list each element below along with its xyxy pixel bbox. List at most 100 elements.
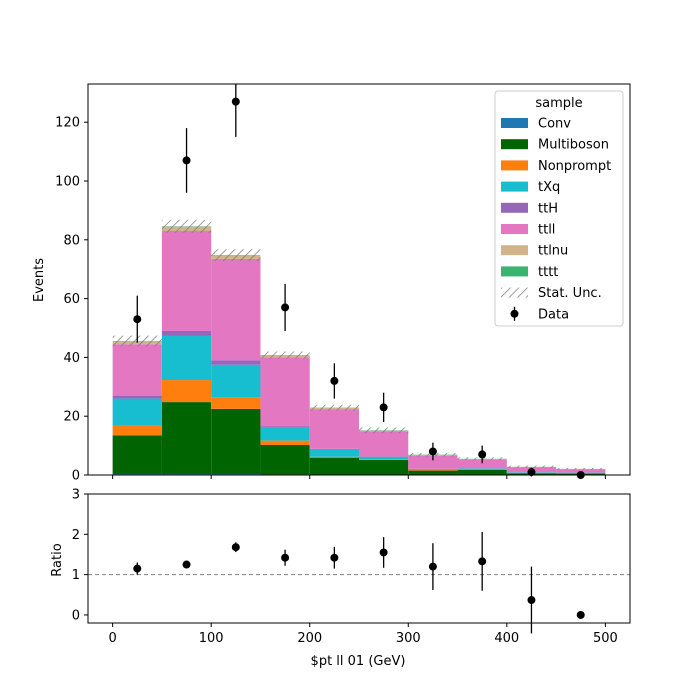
legend-swatch-multiboson [501, 139, 528, 150]
x-tick-label-400: 400 [494, 631, 519, 646]
main-y-tick-label-0: 0 [72, 469, 80, 484]
bar-ttll-bin-0 [112, 344, 162, 396]
legend-swatch-ttlnu [501, 245, 528, 256]
legend-swatch-nonprompt [501, 160, 528, 171]
data-points [133, 84, 585, 479]
legend-swatch-conv [501, 118, 528, 128]
main-y-tick-label-40: 40 [63, 351, 80, 366]
bar-nonprompt-bin-0 [112, 425, 162, 436]
main-y-tick-label-120: 120 [55, 116, 80, 131]
data-point-7 [478, 450, 487, 459]
legend-title: sample [535, 96, 582, 111]
bar-txq-bin-5 [359, 456, 409, 460]
bar-txq-bin-6 [408, 469, 458, 471]
data-point-6 [428, 447, 437, 456]
main-panel: 0 20 40 60 80 100 120 Events sample Conv Multibo… [32, 83, 631, 484]
main-y-tick-label-100: 100 [55, 175, 80, 190]
ratio-y-tick-label-2: 2 [72, 528, 80, 543]
bar-txq-bin-2 [211, 364, 261, 398]
bar-ttll-bin-1 [161, 230, 212, 331]
bar-txq-bin-3 [260, 427, 310, 441]
bar-tth-bin-3 [260, 426, 310, 428]
data-point-3 [281, 303, 290, 312]
bar-tth-bin-1 [161, 330, 212, 336]
legend-swatch-tttt [501, 266, 528, 277]
legend-swatch-txq [501, 181, 528, 192]
x-tick-label-100: 100 [199, 631, 224, 646]
ratio-point-0 [133, 564, 142, 573]
bar-ttll-bin-5 [359, 431, 409, 457]
stat-unc-band-bin-4 [309, 404, 359, 411]
legend-swatch-ttll [501, 224, 528, 234]
legend-label-multiboson: Multiboson [538, 138, 609, 153]
bar-nonprompt-bin-3 [260, 440, 310, 446]
main-axis-ticks: 0 20 40 60 80 100 120 [55, 116, 606, 484]
bar-multiboson-bin-7 [457, 469, 507, 475]
bar-multiboson-bin-3 [260, 445, 310, 475]
ratio-point-5 [379, 548, 388, 557]
main-y-axis-label: Events [32, 258, 47, 302]
ratio-points [133, 531, 585, 634]
stat-unc-band-bin-9 [556, 467, 606, 470]
legend-label-tttt: tttt [538, 265, 558, 280]
ratio-point-1 [182, 560, 191, 569]
legend-swatch-data [510, 309, 519, 318]
main-y-tick-label-20: 20 [63, 410, 80, 425]
bar-nonprompt-bin-6 [408, 470, 458, 471]
data-point-8 [527, 468, 536, 477]
data-point-4 [330, 376, 339, 385]
stat-unc-band-bin-2 [211, 249, 261, 261]
bar-multiboson-bin-5 [359, 460, 409, 475]
ratio-point-3 [281, 553, 290, 562]
stat-unc-band-bin-8 [506, 465, 557, 468]
ratio-point-7 [478, 557, 487, 566]
stat-unc-band-bin-5 [359, 427, 409, 434]
legend-label-tth: ttH [538, 201, 558, 216]
data-point-5 [379, 403, 388, 412]
bar-nonprompt-bin-1 [161, 380, 212, 403]
legend-label-conv: Conv [538, 117, 571, 132]
ratio-point-8 [527, 596, 536, 605]
bar-multiboson-bin-6 [408, 470, 458, 475]
bar-ttll-bin-6 [408, 455, 458, 469]
legend: sample Conv Multiboson Nonprompt tXq ttH ttll t… [494, 90, 624, 327]
bar-ttll-bin-4 [309, 409, 359, 449]
bar-ttll-bin-3 [260, 357, 310, 427]
bar-multiboson-bin-2 [211, 408, 261, 475]
legend-label-stat-unc: Stat. Unc. [538, 286, 602, 301]
bar-multiboson-bin-0 [112, 435, 162, 475]
ratio-y-tick-label-1: 1 [72, 568, 80, 583]
bar-ttll-bin-7 [457, 459, 507, 469]
data-point-0 [133, 315, 142, 324]
data-point-1 [182, 156, 191, 165]
main-y-tick-label-80: 80 [63, 233, 80, 248]
bar-tth-bin-2 [211, 360, 261, 365]
bar-txq-bin-4 [309, 449, 359, 457]
bar-txq-bin-7 [457, 468, 507, 470]
data-point-2 [231, 97, 240, 106]
x-tick-label-200: 200 [297, 631, 322, 646]
bar-ttll-bin-9 [556, 469, 606, 473]
main-y-tick-label-60: 60 [63, 292, 80, 307]
legend-swatch-tth [501, 202, 528, 213]
bar-nonprompt-bin-4 [309, 456, 359, 458]
ratio-axis-ticks: 0 1 2 3 0 100 200 300 400 500 [72, 488, 618, 647]
bar-ttll-bin-2 [211, 258, 261, 361]
legend-label-ttlnu: ttlnu [538, 244, 568, 259]
legend-swatch-stat-unc [501, 287, 528, 298]
ratio-point-4 [330, 553, 339, 562]
ratio-point-6 [428, 562, 437, 571]
ratio-y-tick-label-3: 3 [72, 488, 80, 503]
bar-nonprompt-bin-2 [211, 397, 261, 409]
bar-nonprompt-bin-5 [359, 459, 409, 461]
x-tick-label-500: 500 [593, 631, 618, 646]
x-axis-label: $pt ll 01 (GeV) [311, 654, 406, 669]
bar-txq-bin-0 [112, 398, 162, 426]
ratio-point-9 [576, 610, 585, 619]
ratio-panel: 0 1 2 3 0 100 200 300 400 500 Ratio $pt ll 01 (Ge… [50, 488, 631, 669]
bar-tth-bin-4 [309, 448, 359, 450]
legend-label-data: Data [538, 307, 569, 322]
ratio-y-tick-label-0: 0 [72, 608, 80, 623]
main-axes-frame [87, 83, 631, 476]
